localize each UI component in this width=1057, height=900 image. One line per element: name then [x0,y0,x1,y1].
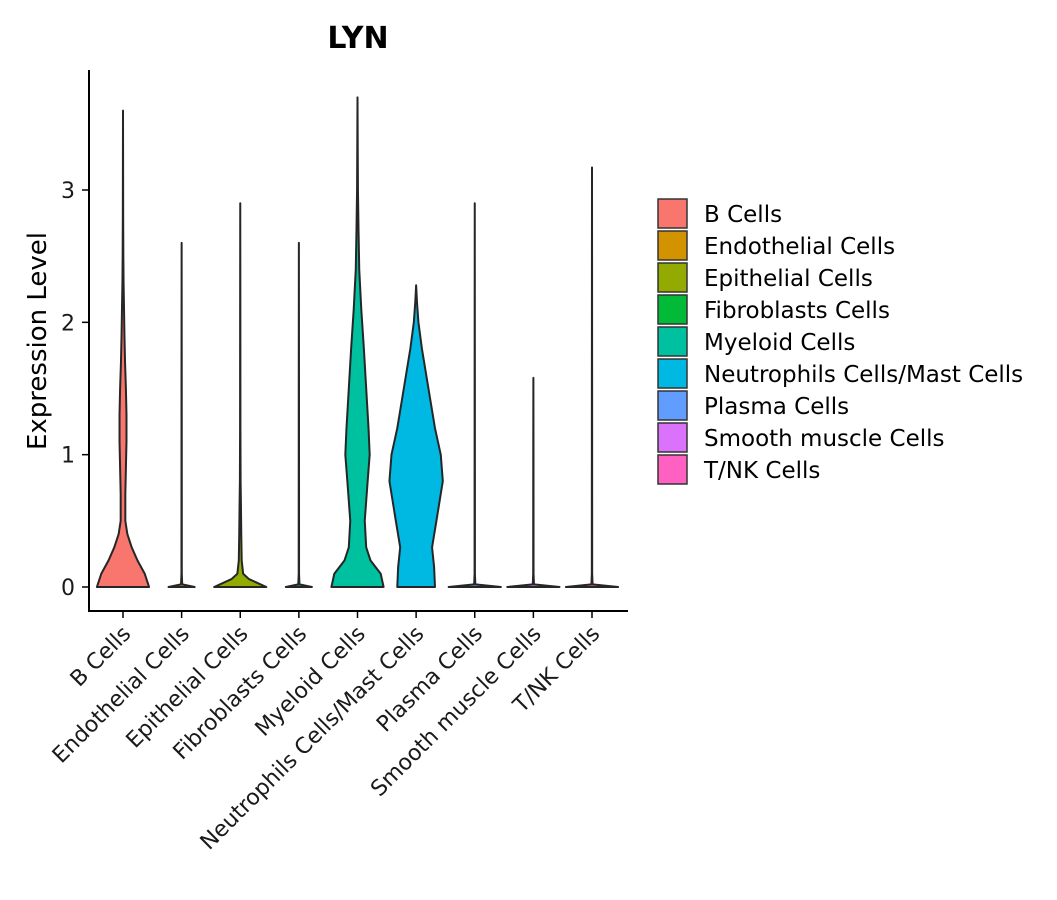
violin-t-nk-cells [564,166,620,588]
violin-smooth-muscle-cells [506,376,561,588]
legend-key [657,198,688,229]
violin-plasma-cells [447,202,502,588]
violin-neutrophils-cells-mast-cells [388,284,444,588]
violin-b-cells [95,109,151,588]
legend-label: Smooth muscle Cells [704,426,945,452]
y-ticks-group: 0 1 2 3 [61,179,89,601]
chart-title: LYN [327,21,388,56]
legend-key [657,390,688,421]
legend-label: B Cells [704,202,782,228]
legend-key [657,422,688,453]
legend-key [657,294,688,325]
violin-myeloid-cells [330,96,385,588]
legend-key [657,454,688,485]
legend-label: Plasma Cells [704,394,849,420]
legend-label: T/NK Cells [703,458,820,484]
legend: B Cells Endothelial Cells Epithelial Cells… [657,198,1023,485]
legend-label: Fibroblasts Cells [704,298,890,324]
legend-label: Epithelial Cells [704,266,873,292]
y-axis-title: Expression Level [23,232,53,450]
legend-key [657,230,688,261]
y-tick-label: 0 [61,576,75,601]
y-tick-label: 3 [61,179,75,204]
violin-endothelial-cells [167,241,196,588]
legend-label: Myeloid Cells [704,330,855,356]
legend-key [657,262,688,293]
legend-label: Neutrophils Cells/Mast Cells [704,362,1023,388]
legend-label: Endothelial Cells [704,234,895,260]
y-tick-label: 1 [61,444,75,469]
y-tick-label: 2 [61,311,75,336]
violin-epithelial-cells [213,202,268,588]
legend-key [657,358,688,389]
legend-key [657,326,688,357]
violins-group [95,96,620,588]
violin-fibroblasts-cells [284,241,313,588]
